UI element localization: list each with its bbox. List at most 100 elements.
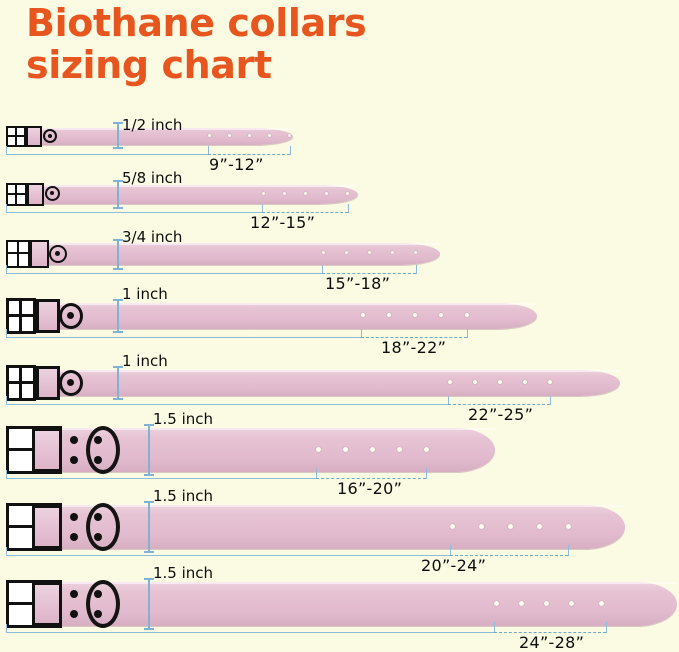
length-range-dash: [494, 632, 606, 633]
adjustment-hole: [473, 380, 477, 384]
neck-size-label: 22”-25”: [468, 405, 534, 424]
width-label: 1/2 inch: [122, 116, 183, 134]
width-label: 1.5 inch: [153, 410, 214, 428]
rivet: [70, 513, 78, 521]
buckle-centerbar: [19, 365, 22, 401]
neck-size-label: 12”-15”: [250, 213, 316, 232]
buckle-strap-insert: [26, 126, 42, 147]
neck-size-label: 20”-24”: [421, 556, 487, 575]
length-tick-left: [262, 204, 263, 213]
length-tick-left: [361, 329, 362, 338]
adjustment-hole: [387, 313, 391, 317]
width-label: 1.5 inch: [153, 564, 214, 582]
d-ring: [59, 370, 83, 396]
length-tick-right: [416, 265, 417, 274]
length-tick-start: [6, 470, 7, 479]
length-tick-start: [6, 329, 7, 338]
rivet: [94, 513, 102, 521]
length-range-dash: [448, 404, 550, 405]
length-tick-right: [348, 204, 349, 213]
length-base-line: [6, 154, 208, 155]
length-tick-left: [450, 545, 451, 556]
adjustment-hole: [414, 251, 417, 254]
collar-strap: [30, 243, 440, 265]
adjustment-hole: [479, 524, 484, 529]
buckle-crossbar: [6, 602, 62, 605]
length-tick-right: [550, 396, 551, 405]
length-range-dash: [361, 337, 467, 338]
adjustment-hole: [465, 313, 469, 317]
collar-strap: [50, 582, 677, 626]
adjustment-hole: [262, 192, 265, 195]
buckle: [6, 503, 120, 551]
length-tick-right: [467, 329, 468, 338]
length-tick-left: [322, 265, 323, 274]
collar-strap: [50, 428, 495, 472]
d-ring-center: [67, 312, 74, 319]
buckle-centerbar: [32, 426, 35, 474]
d-ring: [45, 186, 60, 201]
adjustment-hole: [599, 601, 604, 606]
rivet: [94, 533, 102, 541]
neck-size-label: 16”-20”: [337, 479, 403, 498]
neck-size-label: 24”-28”: [519, 633, 585, 652]
d-ring: [43, 129, 57, 143]
buckle: [6, 183, 60, 206]
buckle-strap-insert: [27, 183, 44, 206]
adjustment-hole: [450, 524, 455, 529]
adjustment-hole: [325, 192, 328, 195]
length-tick-start: [6, 204, 7, 213]
length-tick-start: [6, 396, 7, 405]
rivet: [70, 590, 78, 598]
length-tick-start: [6, 547, 7, 556]
adjustment-hole: [248, 134, 251, 137]
adjustment-hole: [322, 251, 325, 254]
buckle-strap-insert: [32, 428, 62, 472]
buckle-frame: [6, 503, 62, 551]
buckle-frame: [6, 365, 36, 401]
buckle-crossbar: [6, 525, 62, 528]
length-base-line: [6, 337, 361, 338]
adjustment-hole: [439, 313, 443, 317]
buckle-frame: [6, 240, 30, 268]
adjustment-hole: [228, 134, 231, 137]
d-ring-center: [67, 379, 74, 386]
rivet: [94, 456, 102, 464]
length-base-line: [6, 555, 450, 556]
collar-strap: [40, 370, 620, 396]
adjustment-hole: [566, 524, 571, 529]
width-label: 1 inch: [122, 352, 168, 370]
length-base-line: [6, 273, 322, 274]
collar-strap: [50, 505, 625, 549]
rivet: [70, 610, 78, 618]
length-base-line: [6, 404, 448, 405]
rivet: [70, 436, 78, 444]
collar-strap: [26, 185, 358, 204]
buckle-crossbar: [6, 314, 36, 317]
adjustment-hole: [304, 192, 307, 195]
adjustment-hole: [343, 447, 348, 452]
width-label: 5/8 inch: [122, 169, 183, 187]
buckle-centerbar: [32, 580, 35, 628]
rivet: [94, 610, 102, 618]
d-ring: [49, 245, 67, 263]
buckle-frame: [6, 298, 36, 334]
adjustment-hole: [448, 380, 452, 384]
adjustment-hole: [544, 601, 549, 606]
adjustment-hole: [361, 313, 365, 317]
adjustment-hole: [345, 251, 348, 254]
buckle-crossbar: [6, 135, 26, 137]
buckle-frame: [6, 183, 27, 206]
d-ring-center: [50, 191, 54, 195]
length-tick-left: [494, 622, 495, 633]
length-base-line: [6, 478, 316, 479]
length-base-line: [6, 212, 262, 213]
adjustment-hole: [268, 134, 271, 137]
width-measure-line: [113, 299, 123, 333]
buckle-strap-insert: [36, 366, 60, 400]
